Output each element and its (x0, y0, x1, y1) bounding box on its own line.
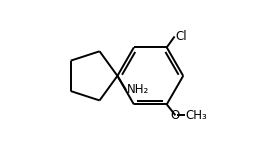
Text: Cl: Cl (175, 30, 187, 43)
Text: NH₂: NH₂ (127, 83, 149, 97)
Text: CH₃: CH₃ (185, 109, 207, 122)
Text: O: O (171, 109, 180, 122)
